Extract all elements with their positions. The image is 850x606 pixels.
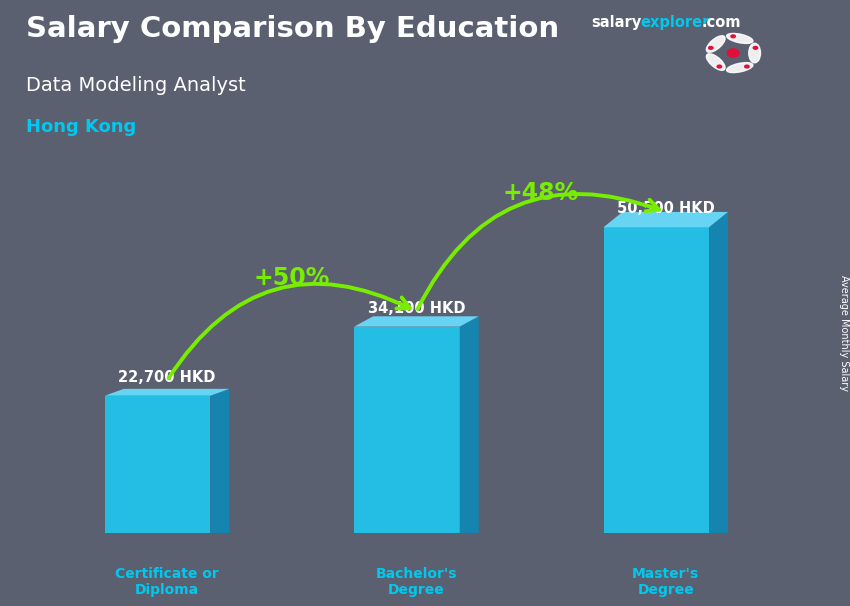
Polygon shape: [105, 396, 210, 533]
Polygon shape: [709, 212, 728, 533]
Polygon shape: [604, 227, 709, 533]
Polygon shape: [354, 316, 479, 327]
Circle shape: [717, 64, 722, 68]
Text: Bachelor's
Degree: Bachelor's Degree: [376, 567, 457, 597]
Polygon shape: [105, 389, 230, 396]
Ellipse shape: [706, 54, 725, 70]
Circle shape: [728, 49, 739, 57]
Text: 22,700 HKD: 22,700 HKD: [118, 370, 216, 385]
Ellipse shape: [706, 36, 725, 52]
Text: Average Monthly Salary: Average Monthly Salary: [839, 275, 849, 391]
Circle shape: [730, 34, 736, 38]
Ellipse shape: [727, 33, 753, 44]
Text: +50%: +50%: [253, 265, 330, 290]
Text: Certificate or
Diploma: Certificate or Diploma: [116, 567, 219, 597]
Text: .com: .com: [701, 15, 740, 30]
Polygon shape: [210, 389, 230, 533]
Text: 50,500 HKD: 50,500 HKD: [617, 201, 715, 216]
Text: Hong Kong: Hong Kong: [26, 118, 136, 136]
Text: +48%: +48%: [503, 181, 579, 205]
Polygon shape: [354, 327, 460, 533]
Text: explorer: explorer: [640, 15, 710, 30]
Text: 34,100 HKD: 34,100 HKD: [368, 301, 465, 316]
Circle shape: [708, 46, 714, 50]
Polygon shape: [604, 212, 728, 227]
Text: salary: salary: [591, 15, 641, 30]
Circle shape: [752, 46, 758, 50]
Text: Data Modeling Analyst: Data Modeling Analyst: [26, 76, 246, 95]
Text: Master's
Degree: Master's Degree: [632, 567, 700, 597]
Ellipse shape: [749, 43, 761, 63]
Polygon shape: [460, 316, 479, 533]
Circle shape: [744, 64, 750, 68]
Ellipse shape: [727, 62, 753, 73]
Text: Salary Comparison By Education: Salary Comparison By Education: [26, 15, 558, 43]
